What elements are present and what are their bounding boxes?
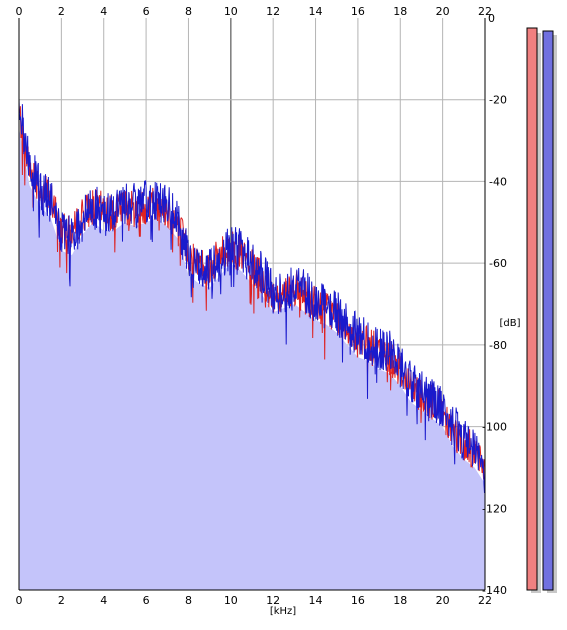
x-tick-label-bottom: 8 xyxy=(185,594,192,607)
y-tick-label: -140 xyxy=(482,584,507,597)
x-tick-label-bottom: 12 xyxy=(266,594,280,607)
spectrum-lines xyxy=(18,98,486,494)
y-tick-label: -100 xyxy=(482,421,507,434)
x-tick-label-bottom: 6 xyxy=(143,594,150,607)
x-tick-label-top: 6 xyxy=(143,5,150,18)
x-tick-label-top: 0 xyxy=(16,5,23,18)
y-tick-label: -40 xyxy=(489,175,507,188)
x-tick-label-bottom: 2 xyxy=(58,594,65,607)
x-tick-label-top: 18 xyxy=(393,5,407,18)
x-axis-unit-label: [kHz] xyxy=(270,606,296,617)
x-tick-label-bottom: 10 xyxy=(224,594,238,607)
spectrum-area xyxy=(19,128,485,591)
x-tick-label-bottom: 22 xyxy=(478,594,492,607)
spectrum-fill xyxy=(19,128,485,591)
y-tick-label: -20 xyxy=(489,94,507,107)
right-level-bar xyxy=(542,30,554,591)
y-tick-label: -60 xyxy=(489,257,507,270)
x-tick-label-top: 10 xyxy=(224,5,238,18)
x-tick-label-bottom: 14 xyxy=(309,594,323,607)
x-tick-label-top: 22 xyxy=(478,5,492,18)
x-tick-label-top: 14 xyxy=(309,5,323,18)
x-tick-label-top: 16 xyxy=(351,5,365,18)
left-level-bar xyxy=(526,27,538,591)
x-tick-label-top: 2 xyxy=(58,5,65,18)
x-tick-label-bottom: 18 xyxy=(393,594,407,607)
y-tick-label: 0 xyxy=(488,12,495,25)
x-tick-label-bottom: 16 xyxy=(351,594,365,607)
y-axis-unit-label: [dB] xyxy=(499,318,520,329)
right-channel-line xyxy=(18,98,486,494)
x-tick-label-top: 12 xyxy=(266,5,280,18)
level-meters xyxy=(526,27,557,593)
axes: 002244668810101212141416161818202022220-… xyxy=(16,5,521,617)
y-tick-label: -80 xyxy=(489,339,507,352)
x-tick-label-bottom: 4 xyxy=(100,594,107,607)
x-tick-label-top: 8 xyxy=(185,5,192,18)
x-tick-label-top: 20 xyxy=(436,5,450,18)
x-tick-label-bottom: 20 xyxy=(436,594,450,607)
x-tick-label-top: 4 xyxy=(100,5,107,18)
y-tick-label: -120 xyxy=(482,502,507,515)
x-tick-label-bottom: 0 xyxy=(16,594,23,607)
